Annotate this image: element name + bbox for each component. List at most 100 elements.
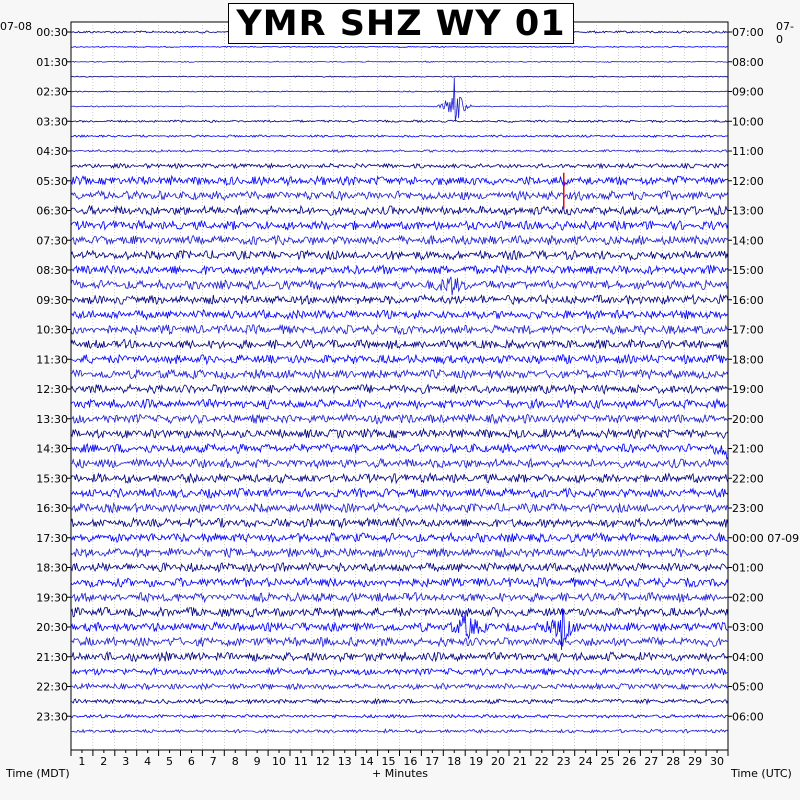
right-time-label: 09:00	[732, 86, 764, 99]
right-time-label: 19:00	[732, 383, 764, 396]
x-tick-label: 15	[382, 755, 396, 768]
trace-line	[70, 323, 729, 336]
trace-line	[70, 368, 729, 381]
axis-ticks	[67, 31, 732, 756]
trace-line	[70, 591, 729, 604]
trace-line	[70, 276, 729, 296]
right-time-label: 10:00	[732, 115, 764, 128]
x-tick-label: 19	[469, 755, 483, 768]
trace-line	[70, 472, 729, 485]
x-tick-label: 3	[122, 755, 129, 768]
x-tick-label: 30	[710, 755, 724, 768]
left-time-label: 00:30	[36, 26, 68, 39]
left-time-label: 16:30	[36, 502, 68, 515]
right-time-label: 12:00	[732, 175, 764, 188]
left-time-label: 05:30	[36, 175, 68, 188]
left-time-label: 22:30	[36, 681, 68, 694]
axis-labels: 1 2 3 4 5 6 7 8 9 10 11 12 13 14 15 16 17 18 19 20 21 22 23 24 2…	[36, 26, 799, 768]
left-time-label: 18:30	[36, 562, 68, 575]
right-time-label: 13:00	[732, 205, 764, 218]
x-tick-label: 9	[254, 755, 261, 768]
left-time-label: 14:30	[36, 443, 68, 456]
right-time-label: 00:00 07-09	[732, 532, 799, 545]
x-tick-label: 2	[100, 755, 107, 768]
trace-line	[70, 516, 729, 529]
right-time-label: 23:00	[732, 502, 764, 515]
left-time-label: 03:30	[36, 115, 68, 128]
x-tick-label: 7	[210, 755, 217, 768]
trace-line	[70, 75, 729, 78]
seismic-traces	[70, 30, 729, 734]
x-tick-label: 5	[166, 755, 173, 768]
right-time-label: 05:00	[732, 681, 764, 694]
left-axis-title: Time (MDT)	[6, 767, 70, 780]
x-tick-label: 14	[360, 755, 374, 768]
right-time-label: 06:00	[732, 710, 764, 723]
right-time-label: 18:00	[732, 353, 764, 366]
x-tick-label: 21	[513, 755, 527, 768]
left-time-label: 01:30	[36, 56, 68, 69]
trace-line	[70, 606, 729, 618]
trace-line	[70, 531, 729, 544]
right-time-label: 21:00	[732, 443, 764, 456]
trace-line	[70, 636, 729, 648]
right-time-label: 17:00	[732, 324, 764, 337]
trace-line	[70, 713, 729, 719]
trace-line	[70, 682, 729, 691]
x-tick-label: 12	[316, 755, 330, 768]
x-tick-label: 8	[232, 755, 239, 768]
trace-line	[70, 308, 729, 321]
trace-line	[70, 728, 729, 734]
date-left: 07-08	[0, 20, 32, 33]
x-tick-label: 24	[579, 755, 593, 768]
trace-line	[70, 249, 729, 262]
right-time-label: 03:00	[732, 621, 764, 634]
trace-line	[70, 577, 729, 589]
x-tick-label: 17	[425, 755, 439, 768]
trace-line	[70, 487, 729, 500]
trace-line	[70, 174, 729, 187]
left-time-label: 08:30	[36, 264, 68, 277]
x-tick-label: 10	[272, 755, 286, 768]
left-time-label: 13:30	[36, 413, 68, 426]
trace-line	[70, 77, 729, 122]
right-time-label: 11:00	[732, 145, 764, 158]
right-time-label: 20:00	[732, 413, 764, 426]
left-time-label: 17:30	[36, 532, 68, 545]
trace-line	[70, 293, 729, 306]
x-tick-label: 26	[622, 755, 636, 768]
trace-line	[70, 561, 729, 574]
left-time-label: 15:30	[36, 472, 68, 485]
chart-title-box: YMR SHZ WY 01	[228, 3, 574, 44]
trace-line	[70, 60, 729, 63]
x-tick-label: 16	[403, 755, 417, 768]
trace-line	[70, 189, 729, 202]
trace-line	[70, 608, 729, 651]
trace-line	[70, 412, 729, 425]
right-time-label: 07:00	[732, 26, 764, 39]
trace-line	[70, 45, 729, 48]
x-tick-label: 23	[557, 755, 571, 768]
right-time-label: 08:00	[732, 56, 764, 69]
left-time-label: 06:30	[36, 205, 68, 218]
x-tick-label: 27	[644, 755, 658, 768]
trace-line	[70, 650, 729, 663]
trace-line	[70, 383, 729, 395]
trace-line	[70, 338, 729, 351]
left-time-label: 20:30	[36, 621, 68, 634]
left-time-label: 10:30	[36, 324, 68, 337]
trace-line	[70, 427, 729, 440]
x-tick-label: 11	[294, 755, 308, 768]
right-time-label: 15:00	[732, 264, 764, 277]
left-time-label: 23:30	[36, 710, 68, 723]
trace-line	[70, 149, 729, 154]
trace-line	[70, 90, 728, 93]
x-tick-label: 28	[666, 755, 680, 768]
x-tick-label: 6	[188, 755, 195, 768]
x-tick-label: 29	[688, 755, 702, 768]
trace-line	[70, 219, 729, 232]
trace-line	[70, 457, 729, 470]
left-time-label: 09:30	[36, 294, 68, 307]
left-time-label: 19:30	[36, 591, 68, 604]
